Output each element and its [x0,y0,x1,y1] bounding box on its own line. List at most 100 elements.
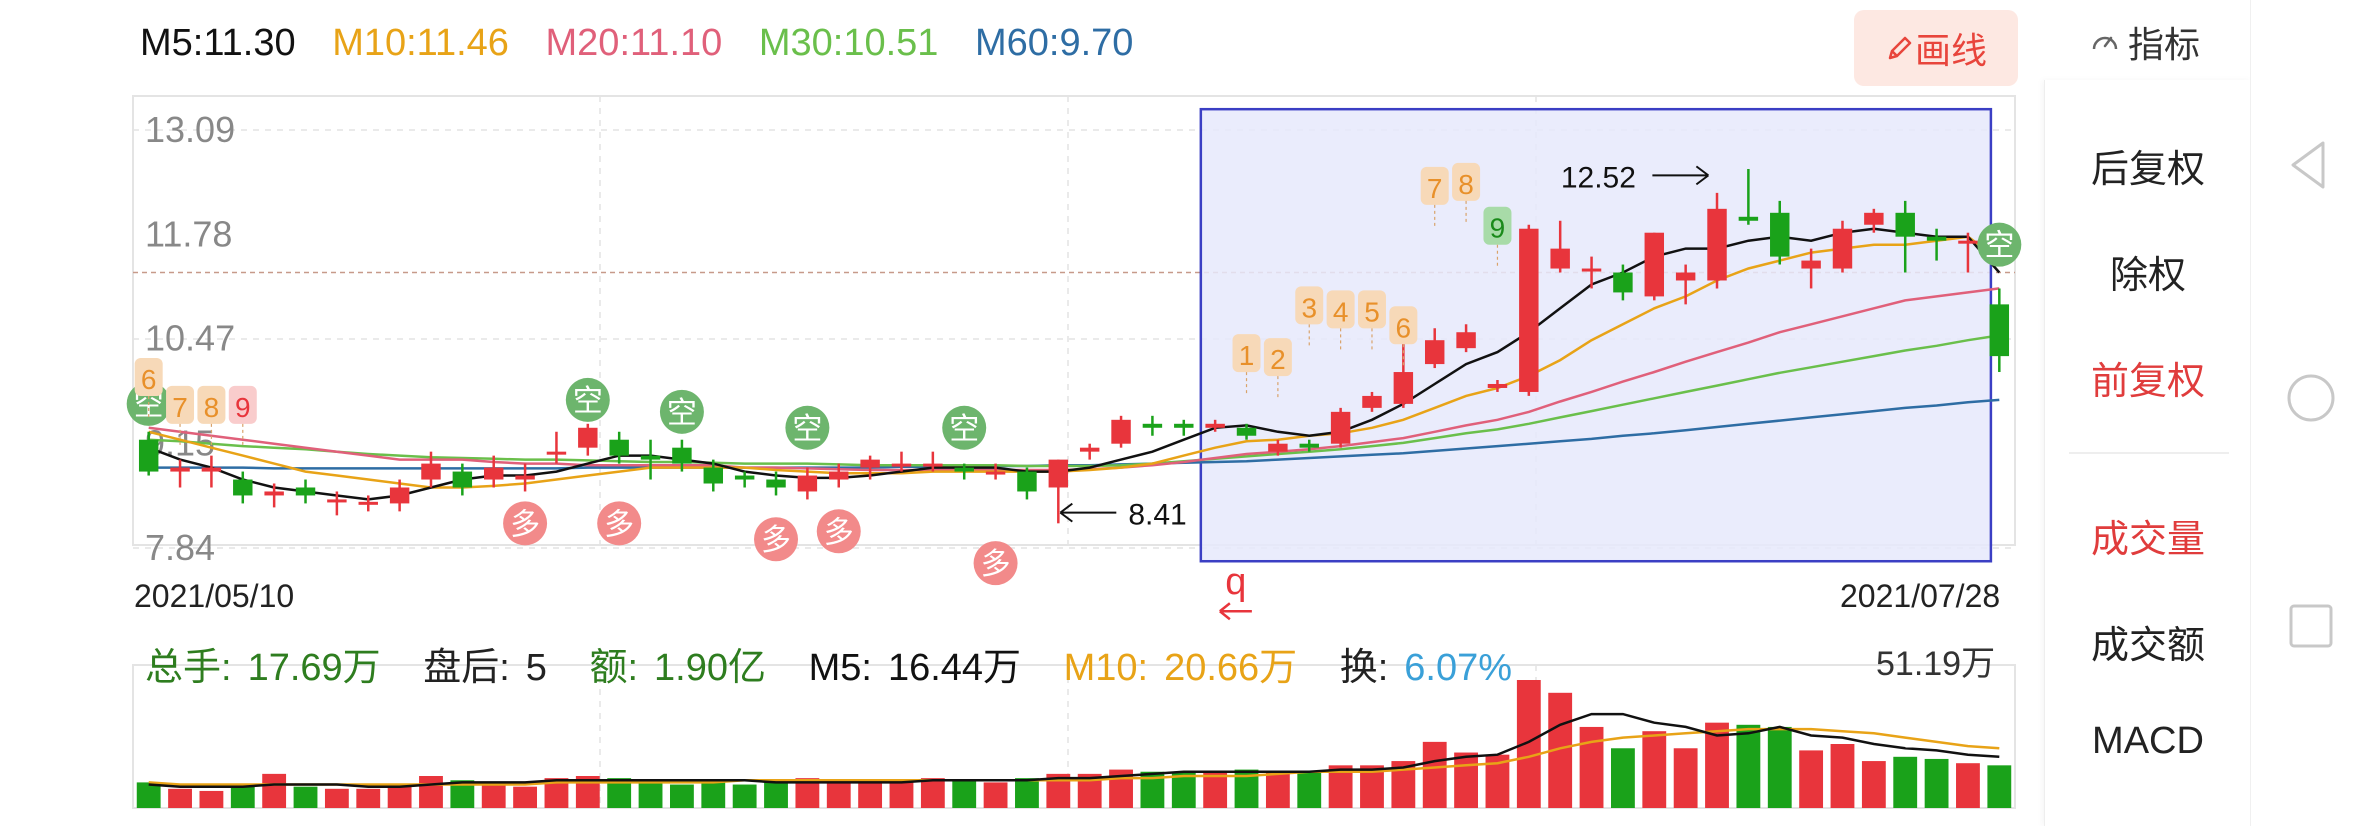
candle-body [1079,447,1100,452]
candle-body [1864,212,1884,225]
candle [1801,248,1821,289]
volume-bar [450,780,475,808]
volume-bar [199,790,224,808]
candle [923,451,943,472]
side-item-macd[interactable]: MACD [2092,720,2204,762]
candle [1048,459,1069,524]
side-item-volume[interactable]: 成交量 [2090,519,2205,561]
ma5-value: M5:11.30 [140,22,296,64]
marker-label: 8 [204,392,220,423]
candle [1017,467,1037,500]
volume-bar [1861,761,1886,808]
system-nav-bar [2250,0,2376,826]
candle [1299,439,1319,452]
marker-label: 4 [1333,296,1349,327]
count-tag-marker: 2 [1263,338,1292,401]
candle-body [1048,459,1069,488]
volume-m10: M10: 20.66万 [1063,647,1298,689]
marker-bg [1357,290,1386,329]
marker-bg [942,405,987,450]
after-hours: 盘后: 5 [423,647,547,689]
volume-bar [356,788,381,808]
volume-bar [324,788,349,808]
candle-body [389,487,410,504]
volume-bar [1077,773,1102,808]
recent-square-icon[interactable] [2281,596,2341,656]
candle-body [1487,383,1508,388]
volume-bar [1830,744,1855,808]
count-tag-marker: 5 [1357,290,1386,353]
side-item-back-adjusted[interactable]: 后复权 [2090,149,2205,191]
price-frame [132,95,2016,546]
volume-bar [419,776,443,808]
candle-body [1330,411,1351,444]
total-volume: 总手: 17.69万 [145,647,381,689]
candle-body [609,439,629,456]
candle [515,463,535,492]
signal-circle-marker: 多 [503,501,548,546]
candle [295,479,316,504]
indicator-button[interactable]: 指标 [2090,16,2200,68]
candle [1487,380,1508,392]
candle [1456,324,1476,353]
candle-body [1268,443,1288,452]
marker-bg [597,501,642,546]
candle [703,459,724,492]
candle [264,483,284,508]
volume-bar [1485,754,1510,808]
back-triangle-icon[interactable] [2281,135,2341,195]
draw-line-label: 画线 [1914,30,1987,71]
side-item-forward-adjusted[interactable]: 前复权 [2090,361,2205,403]
volume-bar [1799,750,1824,808]
candle [797,467,818,500]
volume-bar [1987,765,2012,808]
count-tag-marker: 8 [1452,162,1481,225]
home-circle-icon[interactable] [2281,368,2341,428]
candle-body [1236,427,1257,436]
candle [389,479,410,512]
candle [672,439,692,472]
marker-bg [1452,162,1481,201]
signal-circle-marker: 空 [659,389,704,434]
turnover-rate: 换: 6.07% [1339,647,1513,689]
candle [1770,200,1790,265]
volume-bar [481,782,506,808]
ma-legend: M5:11.30 M10:11.46 M20:11.10 M30:10.51 M… [140,22,1159,65]
candle-body [358,501,378,505]
volume-bar [1328,765,1353,808]
candle-body [734,475,755,480]
marker-label: 7 [172,392,188,423]
candle-body [954,467,974,472]
candle [1330,407,1351,448]
volume-bar [513,786,538,808]
pencil-icon [1888,36,1912,60]
candle [578,423,598,456]
candle-body [672,447,692,464]
volume-bar [1673,748,1698,808]
marker-bg [785,405,830,450]
candle [985,463,1006,480]
marker-label: 多 [604,507,634,542]
marker-label: 9 [1490,213,1506,244]
marker-label: 6 [141,364,157,395]
volume-bar [1893,756,1918,808]
side-item-ex-rights[interactable]: 除权 [2109,255,2186,297]
candle-body [891,463,912,467]
volume-bar [575,776,600,808]
marker-label: 8 [1458,169,1474,200]
draw-line-button[interactable]: 画线 [1854,10,2018,86]
count-tag-marker: 6 [1389,306,1418,369]
marker-bg [503,501,548,546]
volume-max-label: 51.19万 [1876,645,1996,683]
candle-body [483,467,504,480]
ma60-value: M60:9.70 [974,22,1134,64]
count-tag-marker: 3 [1295,286,1324,349]
side-item-turnover[interactable]: 成交额 [2090,625,2205,667]
signal-circle-marker: 空 [942,405,987,450]
volume-bar [1956,763,1980,808]
candle-body [1644,232,1665,297]
volume-bar [607,778,632,808]
selection-box: q [1199,107,1993,621]
